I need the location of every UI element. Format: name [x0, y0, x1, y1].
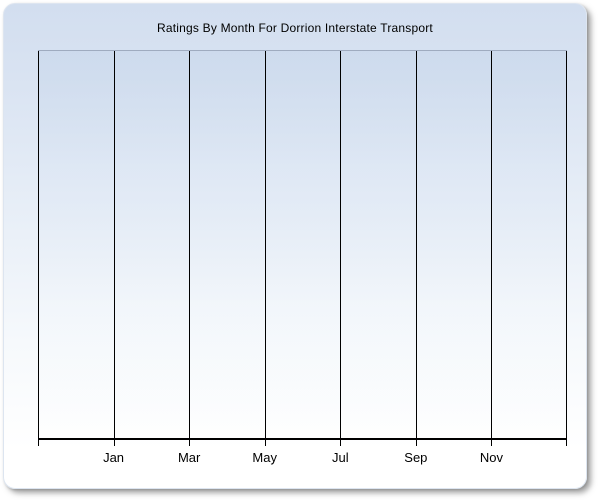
x-axis-label: Nov: [479, 450, 503, 465]
x-gridline: [491, 51, 493, 440]
x-axis-label: Mar: [177, 450, 201, 465]
x-axis-tick: [113, 440, 115, 446]
x-gridline: [340, 51, 342, 440]
plot-area: Jan Mar May Jul Sep Nov: [38, 50, 567, 465]
chart-panel: Ratings By Month For Dorrion Interstate …: [3, 3, 587, 489]
x-axis-tick: [189, 440, 191, 446]
x-axis-tick: [264, 440, 266, 446]
x-axis-tick: [491, 440, 493, 446]
x-axis-line: [38, 438, 567, 440]
x-gridline: [264, 51, 266, 440]
x-axis-tick: [415, 440, 417, 446]
x-axis-tick: [38, 440, 39, 446]
x-axis-tick: [340, 440, 342, 446]
x-axis-label: Sep: [404, 450, 428, 465]
x-axis-tick: [566, 440, 567, 446]
x-gridline: [113, 51, 115, 440]
x-axis-label: Jul: [331, 450, 349, 465]
x-axis-label: Jan: [103, 450, 125, 465]
x-axis-label: May: [252, 450, 277, 465]
x-gridline: [415, 51, 417, 440]
x-gridline: [38, 51, 39, 440]
x-gridline: [566, 51, 567, 440]
chart-title: Ratings By Month For Dorrion Interstate …: [157, 21, 433, 35]
x-gridline: [189, 51, 191, 440]
